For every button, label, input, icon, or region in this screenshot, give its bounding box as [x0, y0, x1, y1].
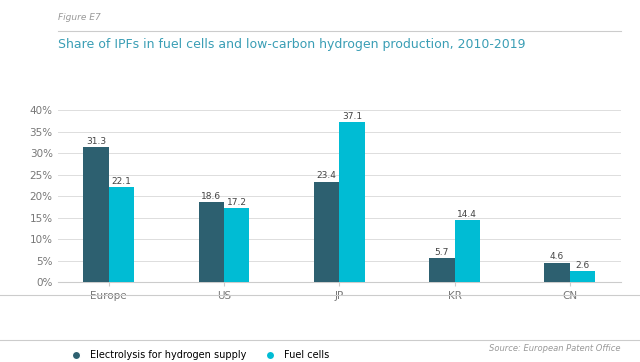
- Bar: [224, 208, 249, 282]
- Bar: [545, 262, 570, 282]
- Bar: [570, 271, 595, 282]
- Text: 31.3: 31.3: [86, 137, 106, 146]
- Bar: [339, 122, 365, 282]
- Bar: [314, 181, 339, 282]
- Bar: [454, 220, 480, 282]
- Legend: Electrolysis for hydrogen supply, Fuel cells: Electrolysis for hydrogen supply, Fuel c…: [63, 346, 333, 362]
- Text: 14.4: 14.4: [457, 210, 477, 219]
- Text: 37.1: 37.1: [342, 112, 362, 121]
- Text: Share of IPFs in fuel cells and low-carbon hydrogen production, 2010-2019: Share of IPFs in fuel cells and low-carb…: [58, 38, 525, 51]
- Bar: [83, 147, 109, 282]
- Text: 17.2: 17.2: [227, 198, 246, 207]
- Text: 2.6: 2.6: [575, 261, 589, 270]
- Bar: [429, 258, 454, 282]
- Text: 5.7: 5.7: [435, 248, 449, 257]
- Text: 18.6: 18.6: [201, 192, 221, 201]
- Text: 23.4: 23.4: [317, 171, 337, 180]
- Bar: [198, 202, 224, 282]
- Text: Figure E7: Figure E7: [58, 13, 100, 22]
- Text: Source: European Patent Office: Source: European Patent Office: [490, 344, 621, 353]
- Bar: [109, 187, 134, 282]
- Text: 4.6: 4.6: [550, 252, 564, 261]
- Text: 22.1: 22.1: [111, 177, 131, 186]
